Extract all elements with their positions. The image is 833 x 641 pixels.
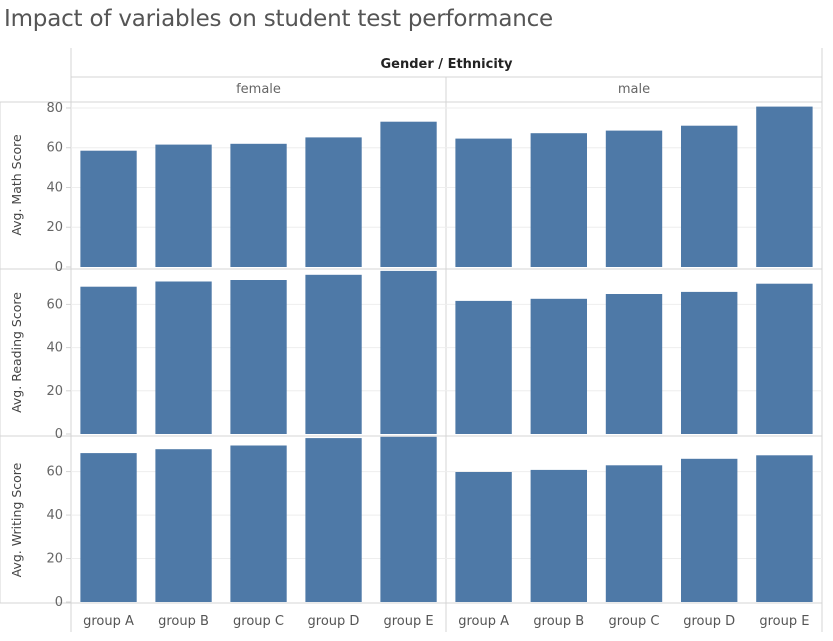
x-tick-label: group B (158, 614, 209, 629)
bar-female-group-A (80, 453, 137, 602)
bar-female-group-A (80, 286, 137, 434)
y-tick-label: 60 (46, 141, 63, 156)
y-tick-label: 40 (46, 508, 63, 523)
y-axis-title: Avg. Reading Score (9, 292, 24, 413)
bar-male-group-E (756, 106, 813, 267)
x-tick-label: group A (83, 614, 134, 629)
bar-male-group-C (605, 130, 663, 267)
bar-female-group-D (305, 137, 362, 267)
bar-male-group-D (681, 458, 738, 602)
y-tick-label: 40 (46, 341, 63, 356)
x-tick-label: group D (308, 614, 360, 629)
bar-female-group-B (155, 281, 212, 434)
bar-female-group-B (155, 449, 212, 602)
y-tick-label: 60 (46, 297, 63, 312)
bar-female-group-C (230, 280, 287, 434)
x-tick-label: group A (458, 614, 509, 629)
y-tick-label: 0 (55, 260, 63, 275)
bar-male-group-D (681, 291, 738, 434)
x-tick-label: group E (759, 614, 809, 629)
bar-male-group-E (756, 455, 813, 602)
bar-male-group-A (455, 300, 512, 434)
x-tick-label: group C (233, 614, 284, 629)
y-axis-title: Avg. Writing Score (9, 462, 24, 577)
y-tick-label: 40 (46, 180, 63, 195)
bar-male-group-C (605, 465, 663, 602)
y-tick-label: 20 (46, 220, 63, 235)
bar-female-group-D (305, 274, 362, 434)
y-tick-label: 0 (55, 427, 63, 442)
x-tick-label: group E (383, 614, 433, 629)
column-header: Gender / Ethnicity (381, 57, 514, 72)
bar-female-group-E (380, 270, 437, 434)
x-tick-label: group C (609, 614, 660, 629)
column-label-male: male (618, 82, 650, 97)
bar-female-group-B (155, 144, 212, 267)
bar-male-group-B (530, 133, 587, 267)
y-tick-label: 60 (46, 465, 63, 480)
bar-male-group-A (455, 472, 512, 602)
bar-male-group-B (530, 298, 587, 434)
bar-female-group-C (230, 445, 287, 602)
bar-female-group-C (230, 143, 287, 267)
x-tick-label: group D (683, 614, 735, 629)
bar-female-group-E (380, 436, 437, 602)
bar-male-group-C (605, 294, 663, 434)
chart-title: Impact of variables on student test perf… (4, 6, 553, 32)
bar-female-group-D (305, 438, 362, 602)
y-axis-title: Avg. Math Score (9, 134, 24, 236)
bar-male-group-D (681, 125, 738, 267)
y-tick-label: 80 (46, 101, 63, 116)
bar-male-group-A (455, 138, 512, 267)
column-label-female: female (236, 82, 281, 97)
bar-female-group-E (380, 121, 437, 267)
bar-male-group-B (530, 469, 587, 602)
y-tick-label: 0 (55, 595, 63, 610)
bar-male-group-E (756, 283, 813, 434)
bar-female-group-A (80, 150, 137, 267)
y-tick-label: 20 (46, 552, 63, 567)
y-tick-label: 20 (46, 384, 63, 399)
x-tick-label: group B (533, 614, 584, 629)
